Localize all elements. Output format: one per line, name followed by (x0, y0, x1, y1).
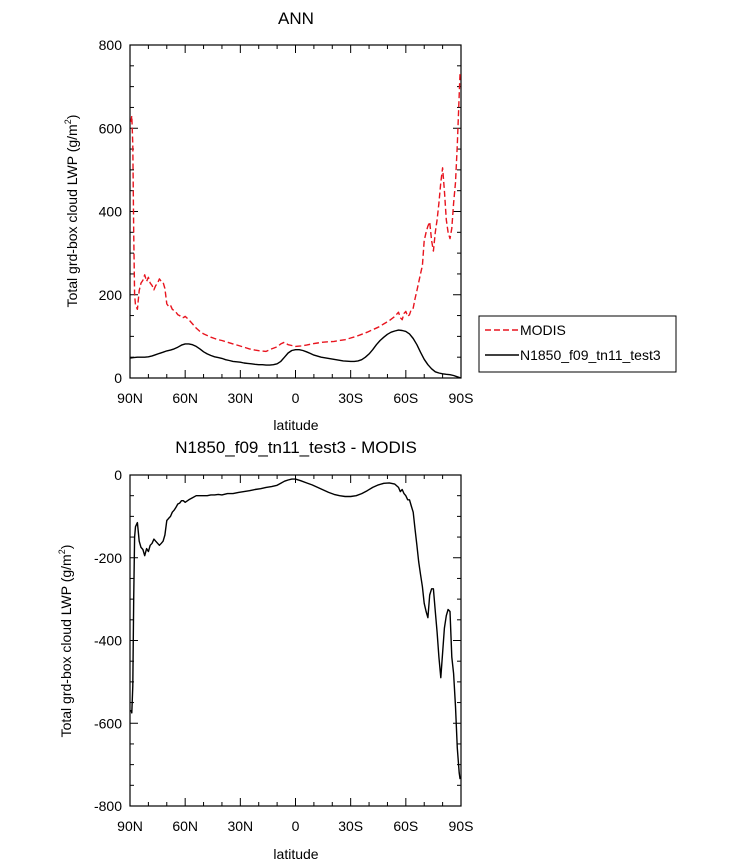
x-tick-label: 30S (338, 818, 363, 834)
x-tick-labels: 90N 60N 30N 0 30S 60S 90S (117, 818, 473, 834)
x-axis-label: latitude (273, 846, 318, 862)
x-tick-label: 60N (172, 818, 198, 834)
x-tick-label: 60N (172, 390, 198, 406)
plot-frame (129, 44, 462, 379)
y-axis-label: Total grd-box cloud LWP (g/m2) (63, 115, 80, 308)
x-tick-label: 60S (393, 818, 418, 834)
plot-frame (129, 474, 462, 807)
chart-title: ANN (278, 9, 314, 28)
panel-annual-lwp: ANN 90N 60N 30N 0 30S 60S 90S 0 200 400 600 800 la… (63, 9, 677, 433)
y-tick-labels: 0 200 400 600 800 (99, 37, 123, 386)
series-line-difference (130, 478, 461, 780)
x-tick-label: 90N (117, 818, 143, 834)
legend-label-model: N1850_f09_tn11_test3 (520, 347, 661, 363)
x-tick-label: 30S (338, 390, 363, 406)
x-tick-label: 0 (292, 818, 300, 834)
x-tick-label: 0 (292, 390, 300, 406)
y-tick-label: 0 (114, 467, 122, 483)
x-tick-label: 30N (227, 818, 253, 834)
tick-group (129, 44, 462, 379)
chart-title: N1850_f09_tn11_test3 - MODIS (175, 438, 417, 457)
legend: MODIS N1850_f09_tn11_test3 (478, 315, 677, 373)
series-line-modis (130, 72, 461, 353)
x-tick-labels: 90N 60N 30N 0 30S 60S 90S (117, 390, 473, 406)
y-axis-label-close: ) (58, 545, 74, 550)
x-axis-label: latitude (273, 417, 318, 433)
tick-group (129, 474, 462, 807)
y-axis-label-main: Total grd-box cloud LWP (g/m (58, 554, 74, 737)
legend-box (478, 315, 677, 373)
legend-label-modis: MODIS (520, 322, 566, 338)
panel-difference-lwp: N1850_f09_tn11_test3 - MODIS 90N 60N 30N 0 3… (57, 438, 473, 862)
y-tick-label: 400 (99, 204, 123, 220)
y-axis-label-sup: 2 (63, 119, 73, 124)
x-tick-label: 30N (227, 390, 253, 406)
y-tick-label: 0 (114, 370, 122, 386)
y-tick-label: -800 (94, 798, 122, 814)
y-axis-label-main: Total grd-box cloud LWP (g/m (64, 124, 80, 307)
y-axis-label: Total grd-box cloud LWP (g/m2) (57, 545, 74, 738)
y-axis-label-sup: 2 (57, 549, 67, 554)
y-tick-label: 800 (99, 37, 123, 53)
y-tick-label: 200 (99, 287, 123, 303)
series-lines (129, 72, 462, 379)
y-tick-label: -200 (94, 550, 122, 566)
y-tick-labels: 0 -200 -400 -600 -800 (94, 467, 122, 814)
y-tick-label: 600 (99, 120, 123, 136)
y-axis-label-close: ) (64, 115, 80, 120)
x-tick-label: 90S (449, 390, 474, 406)
series-line-n1850-f09-tn11-test3 (129, 329, 462, 379)
x-tick-label: 90N (117, 390, 143, 406)
x-tick-label: 60S (393, 390, 418, 406)
y-tick-label: -600 (94, 715, 122, 731)
x-tick-label: 90S (449, 818, 474, 834)
series-lines (130, 478, 461, 780)
y-tick-label: -400 (94, 633, 122, 649)
